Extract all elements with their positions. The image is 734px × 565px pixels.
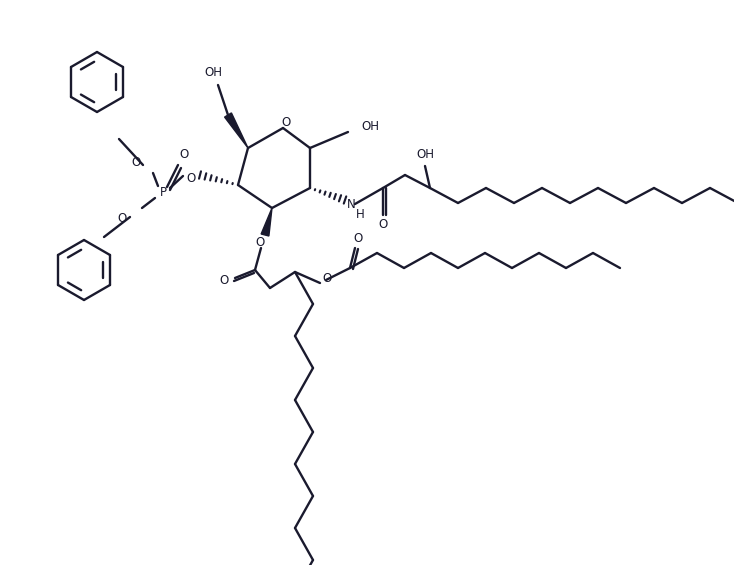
Text: O: O	[378, 219, 388, 232]
Text: P: P	[159, 186, 167, 199]
Text: OH: OH	[416, 149, 434, 162]
Text: OH: OH	[361, 120, 379, 133]
Text: O: O	[255, 236, 265, 249]
Text: O: O	[131, 155, 141, 168]
Text: O: O	[219, 273, 228, 286]
Text: N: N	[346, 198, 355, 211]
Polygon shape	[225, 113, 248, 148]
Text: O: O	[117, 211, 127, 224]
Text: O: O	[322, 272, 332, 285]
Polygon shape	[261, 208, 272, 236]
Text: H: H	[356, 207, 364, 220]
Text: O: O	[186, 172, 196, 185]
Text: OH: OH	[204, 66, 222, 79]
Text: O: O	[281, 116, 291, 129]
Text: O: O	[353, 232, 363, 245]
Text: O: O	[179, 149, 189, 162]
